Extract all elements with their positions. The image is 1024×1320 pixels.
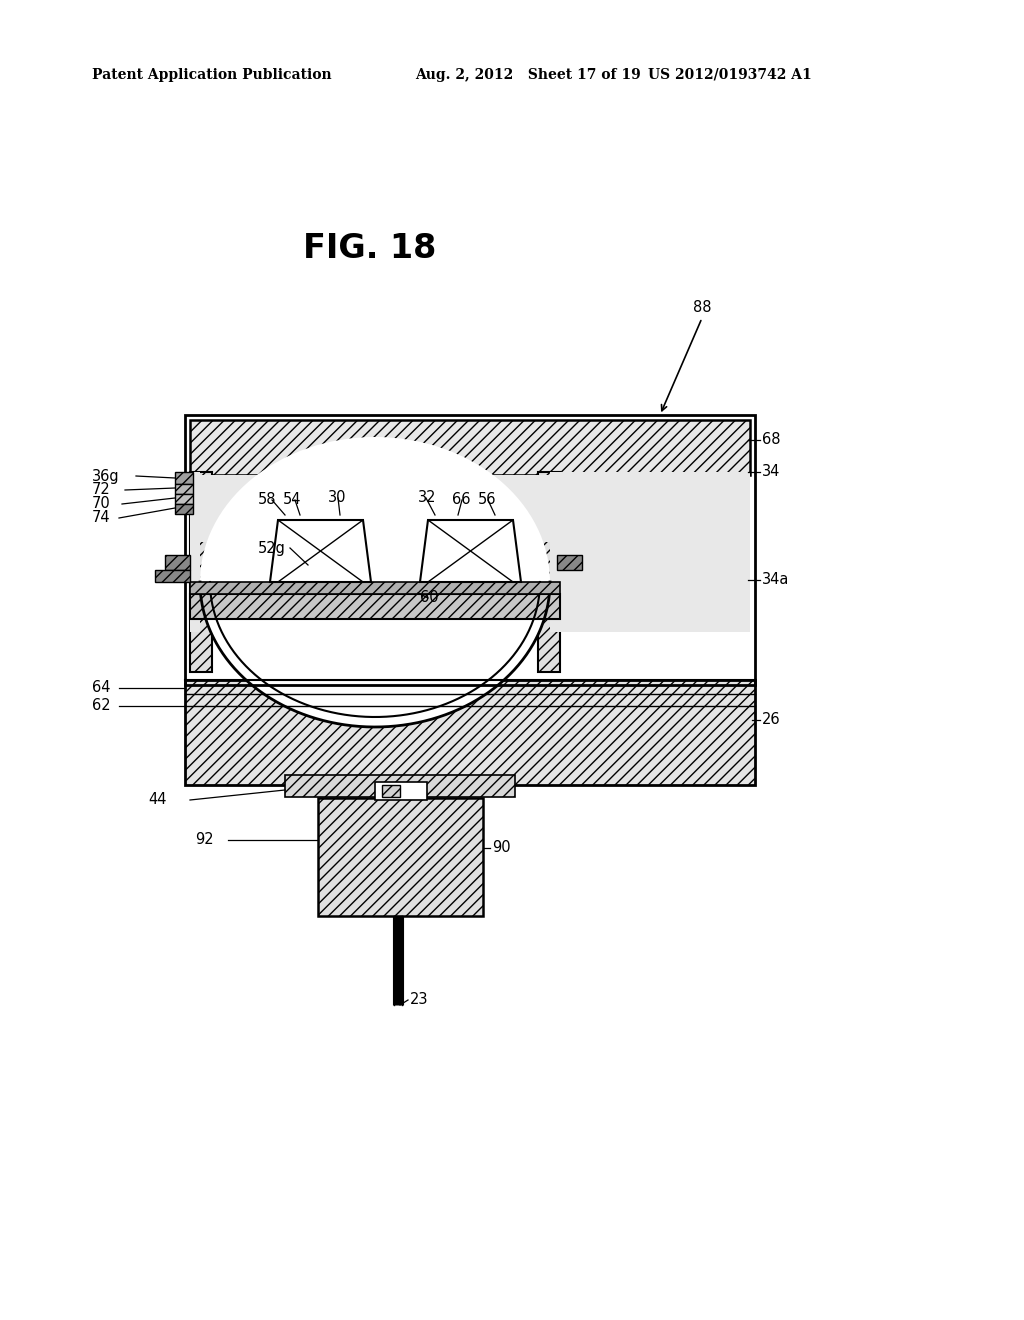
- Bar: [190, 582, 560, 594]
- Text: 70: 70: [92, 496, 111, 511]
- Text: 60: 60: [420, 590, 438, 606]
- Text: 88: 88: [693, 301, 712, 315]
- Bar: [185, 680, 755, 785]
- Text: 30: 30: [328, 491, 346, 506]
- Bar: [318, 799, 483, 916]
- Bar: [175, 473, 193, 484]
- Text: 68: 68: [762, 433, 780, 447]
- Text: 90: 90: [492, 841, 511, 855]
- Bar: [538, 473, 560, 672]
- Bar: [190, 473, 212, 672]
- Text: 62: 62: [92, 698, 111, 714]
- Bar: [382, 785, 400, 797]
- Bar: [155, 570, 190, 582]
- Polygon shape: [420, 520, 521, 582]
- Text: 52g: 52g: [258, 540, 286, 556]
- Text: 66: 66: [452, 492, 470, 507]
- Text: 34: 34: [762, 465, 780, 479]
- Bar: [190, 420, 750, 475]
- Text: 26: 26: [762, 713, 780, 727]
- Bar: [375, 781, 427, 800]
- Polygon shape: [270, 520, 371, 582]
- Text: 58: 58: [258, 492, 276, 507]
- Text: Patent Application Publication: Patent Application Publication: [92, 69, 332, 82]
- Bar: [190, 473, 200, 632]
- Bar: [175, 494, 193, 504]
- Bar: [175, 504, 193, 513]
- Bar: [190, 594, 560, 619]
- Bar: [285, 775, 515, 797]
- Text: Aug. 2, 2012   Sheet 17 of 19: Aug. 2, 2012 Sheet 17 of 19: [415, 69, 641, 82]
- Text: US 2012/0193742 A1: US 2012/0193742 A1: [648, 69, 812, 82]
- Text: 92: 92: [195, 833, 214, 847]
- Text: 34a: 34a: [762, 573, 790, 587]
- Text: 32: 32: [418, 491, 436, 506]
- Bar: [190, 475, 560, 543]
- Text: 74: 74: [92, 511, 111, 525]
- Bar: [557, 554, 582, 570]
- Text: 72: 72: [92, 483, 111, 498]
- Text: 54: 54: [283, 492, 301, 507]
- Text: 23: 23: [410, 993, 428, 1007]
- Bar: [185, 414, 755, 685]
- Bar: [175, 484, 193, 494]
- Ellipse shape: [200, 437, 550, 727]
- Text: 56: 56: [478, 492, 497, 507]
- Text: 64: 64: [92, 681, 111, 696]
- Text: FIG. 18: FIG. 18: [303, 231, 436, 264]
- Text: 36g: 36g: [92, 469, 120, 483]
- Bar: [165, 554, 190, 570]
- Text: 44: 44: [148, 792, 167, 808]
- Bar: [550, 473, 750, 632]
